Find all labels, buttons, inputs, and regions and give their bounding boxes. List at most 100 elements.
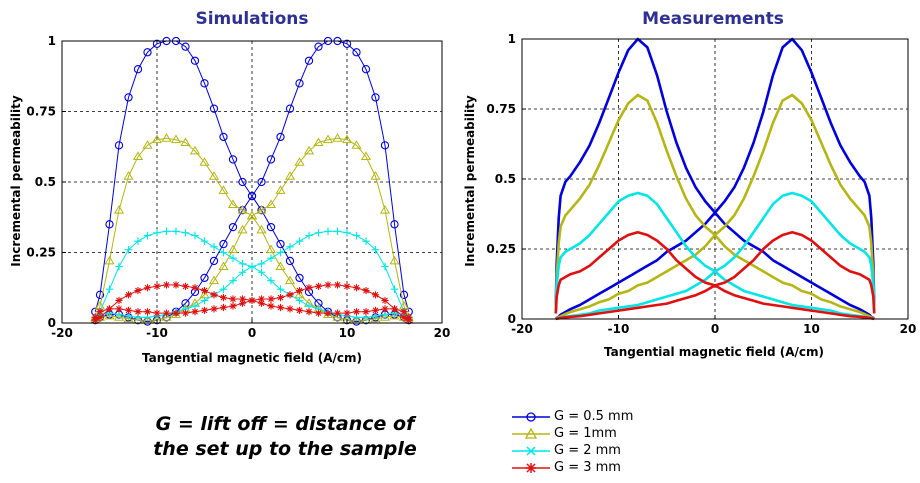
data-point — [371, 93, 380, 102]
y-tick-label: 0.5 — [495, 172, 516, 186]
data-point — [284, 171, 296, 180]
data-point — [257, 295, 266, 303]
x-axis-label: Tangential magnetic field (A/cm) — [142, 351, 362, 365]
data-point — [295, 273, 304, 283]
data-point — [352, 48, 361, 57]
data-point — [284, 275, 296, 285]
data-point — [381, 296, 389, 305]
y-tick-label: 1 — [508, 32, 516, 46]
data-point — [172, 309, 180, 317]
y-tick-label: 0 — [508, 312, 516, 326]
series-line — [555, 230, 876, 321]
series-line — [95, 137, 410, 321]
series-g-3-mm — [554, 230, 876, 321]
data-point — [113, 205, 125, 214]
data-point — [209, 104, 219, 113]
legend-label: G = 1mm — [554, 426, 617, 441]
data-point — [400, 313, 408, 321]
data-point — [151, 134, 163, 144]
y-tick-label: 1 — [48, 34, 56, 48]
data-point — [153, 228, 161, 237]
data-point — [405, 316, 413, 324]
data-point — [208, 171, 220, 180]
data-point — [295, 296, 304, 305]
data-point — [227, 244, 239, 254]
data-point — [181, 228, 190, 237]
data-point — [362, 286, 370, 295]
y-tick-label: 0.75 — [26, 105, 56, 119]
data-point — [276, 132, 285, 142]
data-point — [143, 284, 152, 292]
data-point — [219, 248, 228, 257]
data-point — [286, 291, 294, 299]
data-point — [238, 295, 247, 303]
data-point — [266, 222, 276, 232]
data-point — [134, 286, 142, 295]
y-tick-label: 0.25 — [486, 242, 516, 256]
data-point — [162, 227, 171, 236]
data-point — [219, 132, 228, 142]
data-point — [371, 291, 380, 299]
data-point — [124, 306, 133, 314]
x-tick-label: 20 — [900, 322, 917, 336]
y-tick-label: 0.75 — [486, 102, 516, 116]
data-point — [276, 303, 285, 312]
data-point — [227, 199, 239, 208]
data-point — [305, 231, 313, 240]
data-point — [332, 312, 343, 321]
note-line-2: the set up to the sample — [153, 438, 417, 460]
series-g-2-mm — [91, 227, 413, 322]
data-point — [172, 227, 180, 236]
data-point — [400, 308, 408, 316]
data-point — [343, 282, 351, 290]
data-point — [191, 231, 199, 240]
data-point — [237, 224, 248, 234]
legend-marker-star-icon — [512, 463, 550, 473]
data-point — [295, 306, 304, 314]
legend-item: G = 2 mm — [510, 442, 690, 459]
data-point — [399, 290, 409, 299]
data-point — [390, 220, 399, 229]
data-point — [210, 243, 218, 251]
measurements-chart: Measurements Tangential magnetic field (… — [463, 9, 917, 359]
data-point — [134, 237, 142, 246]
data-point — [219, 294, 228, 302]
data-point — [248, 296, 256, 305]
data-point — [200, 273, 209, 283]
data-point — [295, 237, 304, 246]
data-point — [153, 282, 161, 290]
data-point — [91, 313, 99, 321]
data-point — [361, 65, 371, 74]
data-point — [352, 231, 361, 240]
data-point — [257, 177, 266, 187]
data-point — [285, 256, 295, 266]
y-tick-label: 0.25 — [26, 246, 56, 260]
tick-marks — [521, 38, 909, 320]
data-point — [304, 56, 314, 65]
x-tick-label: 0 — [248, 326, 256, 340]
x-tick-label: -10 — [608, 322, 630, 336]
data-point — [200, 286, 209, 295]
legend-marker-triangle-icon — [512, 427, 550, 439]
plot-area — [90, 36, 414, 326]
data-point — [275, 261, 286, 271]
data-point — [96, 313, 104, 321]
data-point — [267, 295, 275, 303]
data-point — [134, 308, 142, 316]
data-point — [124, 245, 133, 254]
data-point — [96, 308, 104, 316]
data-point — [324, 309, 332, 317]
data-point — [295, 286, 304, 295]
legend-item: G = 3 mm — [510, 459, 690, 476]
data-point — [371, 306, 380, 314]
data-point — [162, 309, 171, 317]
data-point — [180, 137, 191, 146]
data-point — [200, 306, 209, 314]
data-point — [360, 151, 372, 161]
data-point — [351, 140, 362, 149]
data-point — [218, 261, 229, 271]
data-point — [238, 268, 247, 277]
data-point — [181, 282, 190, 290]
data-point — [313, 137, 324, 146]
data-point — [370, 171, 381, 180]
